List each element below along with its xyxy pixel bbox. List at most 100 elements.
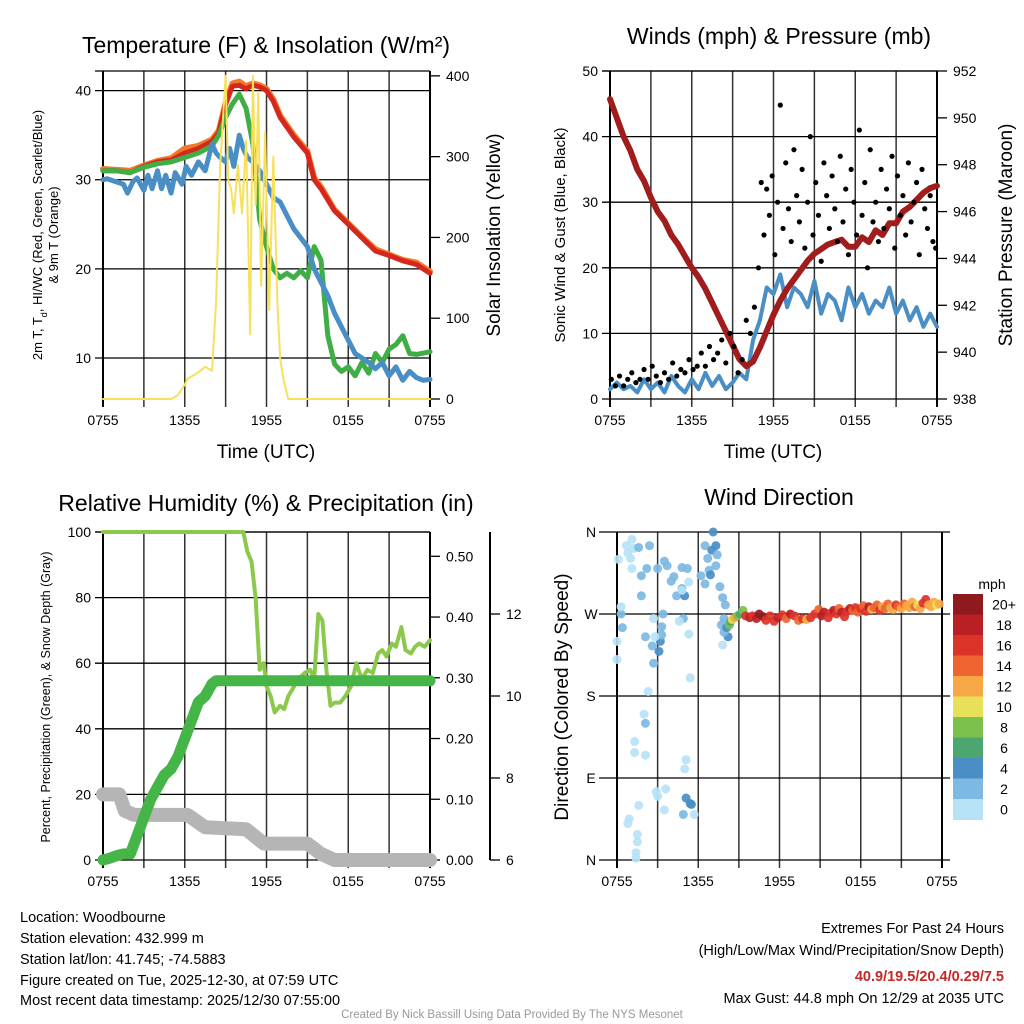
recent-data-text: Most recent data timestamp: 2025/12/30 0… <box>20 993 340 1009</box>
x-tick-label: 1355 <box>169 873 200 889</box>
wind-direction-ylabel: Direction (Colored By Speed) <box>552 573 573 820</box>
gust-point <box>834 238 841 245</box>
wind-direction-point <box>616 602 626 612</box>
gust-point <box>916 252 922 258</box>
gust-point <box>889 153 895 159</box>
humidity-ylabel: Percent, Precipitation (Green), & Snow D… <box>39 551 53 842</box>
insolation-ylabel: Solar Insolation (Yellow) <box>484 133 505 336</box>
right-tick-label: 952 <box>953 63 977 79</box>
gust-point <box>743 317 749 323</box>
legend-swatch <box>953 758 983 779</box>
wind-direction-point <box>686 799 696 809</box>
y-tick-label: 100 <box>68 524 92 540</box>
wind-direction-point <box>684 629 694 639</box>
legend-swatch <box>953 717 983 738</box>
snow-tick-label: 8 <box>506 770 514 786</box>
gust-point <box>723 360 729 366</box>
wind-direction-point <box>612 655 622 665</box>
right-tick-label: 0.30 <box>446 670 473 686</box>
wind-direction-point <box>653 563 663 573</box>
right-tick-label: 946 <box>953 204 977 220</box>
gust-point <box>747 330 753 336</box>
elevation-text: Station elevation: 432.999 m <box>20 931 204 947</box>
gust-point <box>796 219 802 225</box>
gust-point <box>815 212 822 218</box>
wind-direction-point <box>680 764 690 774</box>
x-tick-label: 1955 <box>251 873 282 889</box>
x-tick-label: 0755 <box>414 873 445 889</box>
wind-direction-point <box>630 747 640 757</box>
wind-direction-panel: 0755 1355 1955 0155 0755 N E S W N <box>584 524 957 889</box>
gust-point <box>774 199 781 205</box>
legend-label: 16 <box>996 637 1012 653</box>
snow-tick-label: 10 <box>506 688 522 704</box>
wind-direction-point <box>627 534 637 544</box>
right-tick-label: 400 <box>446 68 470 84</box>
gust-point <box>633 380 639 386</box>
gust-point <box>612 383 619 389</box>
legend-label: 8 <box>1000 719 1008 735</box>
gust-point <box>862 179 868 186</box>
wind-direction-point <box>711 561 721 571</box>
gust-point <box>867 147 873 153</box>
gust-point <box>873 199 879 205</box>
gust-point <box>900 193 906 199</box>
gust-point <box>702 363 708 369</box>
extremes-info: Extremes For Past 24 Hours (High/Low/Max… <box>699 921 1004 1007</box>
right-tick-label: 0.10 <box>446 791 473 807</box>
wind-direction-point <box>711 541 721 551</box>
pressure-ylabel: Station Pressure (Maroon) <box>996 124 1017 347</box>
wind-direction-point <box>654 646 664 656</box>
gust-point <box>881 225 887 232</box>
wind-direction-point <box>640 632 650 642</box>
wind-direction-point <box>634 800 644 810</box>
temperature-xlabel: Time (UTC) <box>217 442 316 463</box>
wind-direction-point <box>685 673 695 683</box>
gust-point <box>843 186 849 192</box>
wind-direction-point <box>647 641 657 651</box>
gust-point <box>769 173 775 179</box>
gust-point <box>739 357 745 363</box>
precipitation-line <box>97 675 436 866</box>
gust-point <box>826 225 832 232</box>
gust-point <box>851 199 857 205</box>
gust-point <box>608 376 614 382</box>
gust-point <box>694 363 700 369</box>
wind-direction-title: Wind Direction <box>704 484 854 510</box>
wind-direction-point <box>621 541 631 551</box>
gust-point <box>772 252 778 258</box>
gust-point <box>927 193 933 199</box>
snow-depth-line <box>96 787 437 867</box>
right-tick-label: 950 <box>953 110 977 126</box>
gust-point <box>670 360 676 366</box>
gust-point <box>641 366 647 373</box>
wind-direction-point <box>703 553 713 563</box>
gust-point <box>710 357 717 363</box>
gust-point <box>645 376 651 382</box>
wind-direction-point <box>674 616 684 626</box>
wind-direction-point <box>677 585 687 595</box>
extremes-title: Extremes For Past 24 Hours <box>821 921 1004 937</box>
gust-point <box>661 370 668 376</box>
gust-point <box>821 160 827 166</box>
gust-point <box>621 383 627 389</box>
wind-direction-point <box>632 829 642 839</box>
legend-label: 20+ <box>992 596 1016 612</box>
winds-title: Winds (mph) & Pressure (mb) <box>627 23 931 49</box>
right-tick-label: 300 <box>446 149 470 165</box>
station-info: Location: Woodbourne Station elevation: … <box>20 910 340 1009</box>
x-tick-label: 0755 <box>594 412 625 428</box>
x-tick-label: 0155 <box>845 873 876 889</box>
gust-point <box>751 304 758 310</box>
gust-point <box>698 350 704 356</box>
gust-point <box>894 173 901 179</box>
gust-point <box>715 350 721 356</box>
gust-point <box>794 193 800 199</box>
snow-tick-label: 6 <box>506 852 514 868</box>
wind-direction-point <box>653 791 663 801</box>
right-tick-label: 944 <box>953 250 977 266</box>
right-tick-label: 200 <box>446 229 470 245</box>
legend-swatch <box>953 737 983 759</box>
y-tick-label: 30 <box>75 172 91 188</box>
gust-point <box>810 232 816 238</box>
